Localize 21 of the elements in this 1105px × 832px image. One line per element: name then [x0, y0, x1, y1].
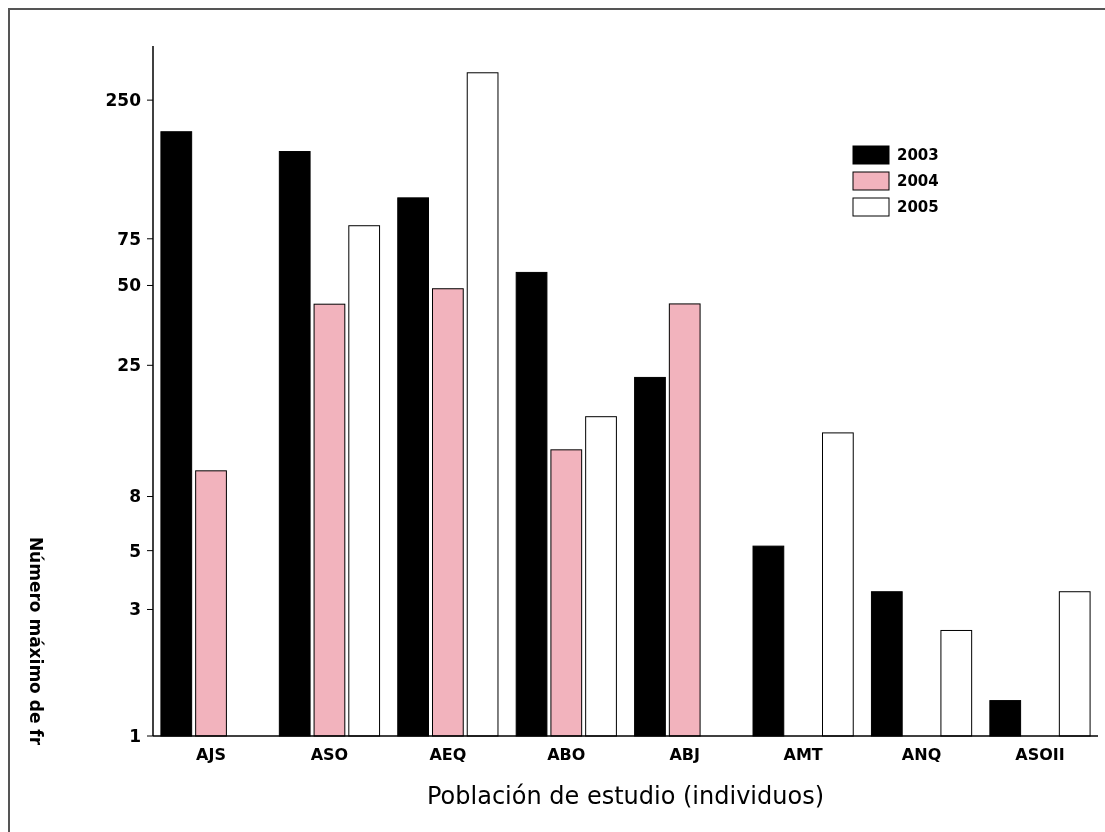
y-tick-label: 25 [117, 355, 141, 376]
legend-label: 2005 [897, 198, 939, 217]
y-tick-label: 3 [129, 599, 141, 620]
x-tick-label: ASO [310, 745, 349, 764]
x-tick-label: ABO [547, 745, 586, 764]
x-tick-label: AJS [196, 745, 226, 764]
y-axis-title: Número máximo de fr [26, 536, 46, 746]
y-tick-label: 50 [117, 275, 142, 296]
x-axis-title: Población de estudio (individuos) [426, 782, 825, 810]
legend-label: 2004 [897, 172, 939, 191]
x-tick-label: AMT [783, 745, 823, 764]
x-tick-label: ANQ [901, 745, 942, 764]
y-tick-label: 8 [129, 486, 141, 507]
y-tick-label: 1 [129, 725, 141, 746]
y-tick-label: 5 [129, 540, 141, 561]
x-tick-label: ABJ [669, 745, 700, 764]
x-tick-label: ASOII [1015, 745, 1065, 764]
y-tick-label: 250 [105, 90, 142, 111]
y-tick-label: 75 [117, 228, 141, 249]
x-tick-label: AEQ [429, 745, 467, 764]
legend-label: 2003 [897, 146, 939, 165]
